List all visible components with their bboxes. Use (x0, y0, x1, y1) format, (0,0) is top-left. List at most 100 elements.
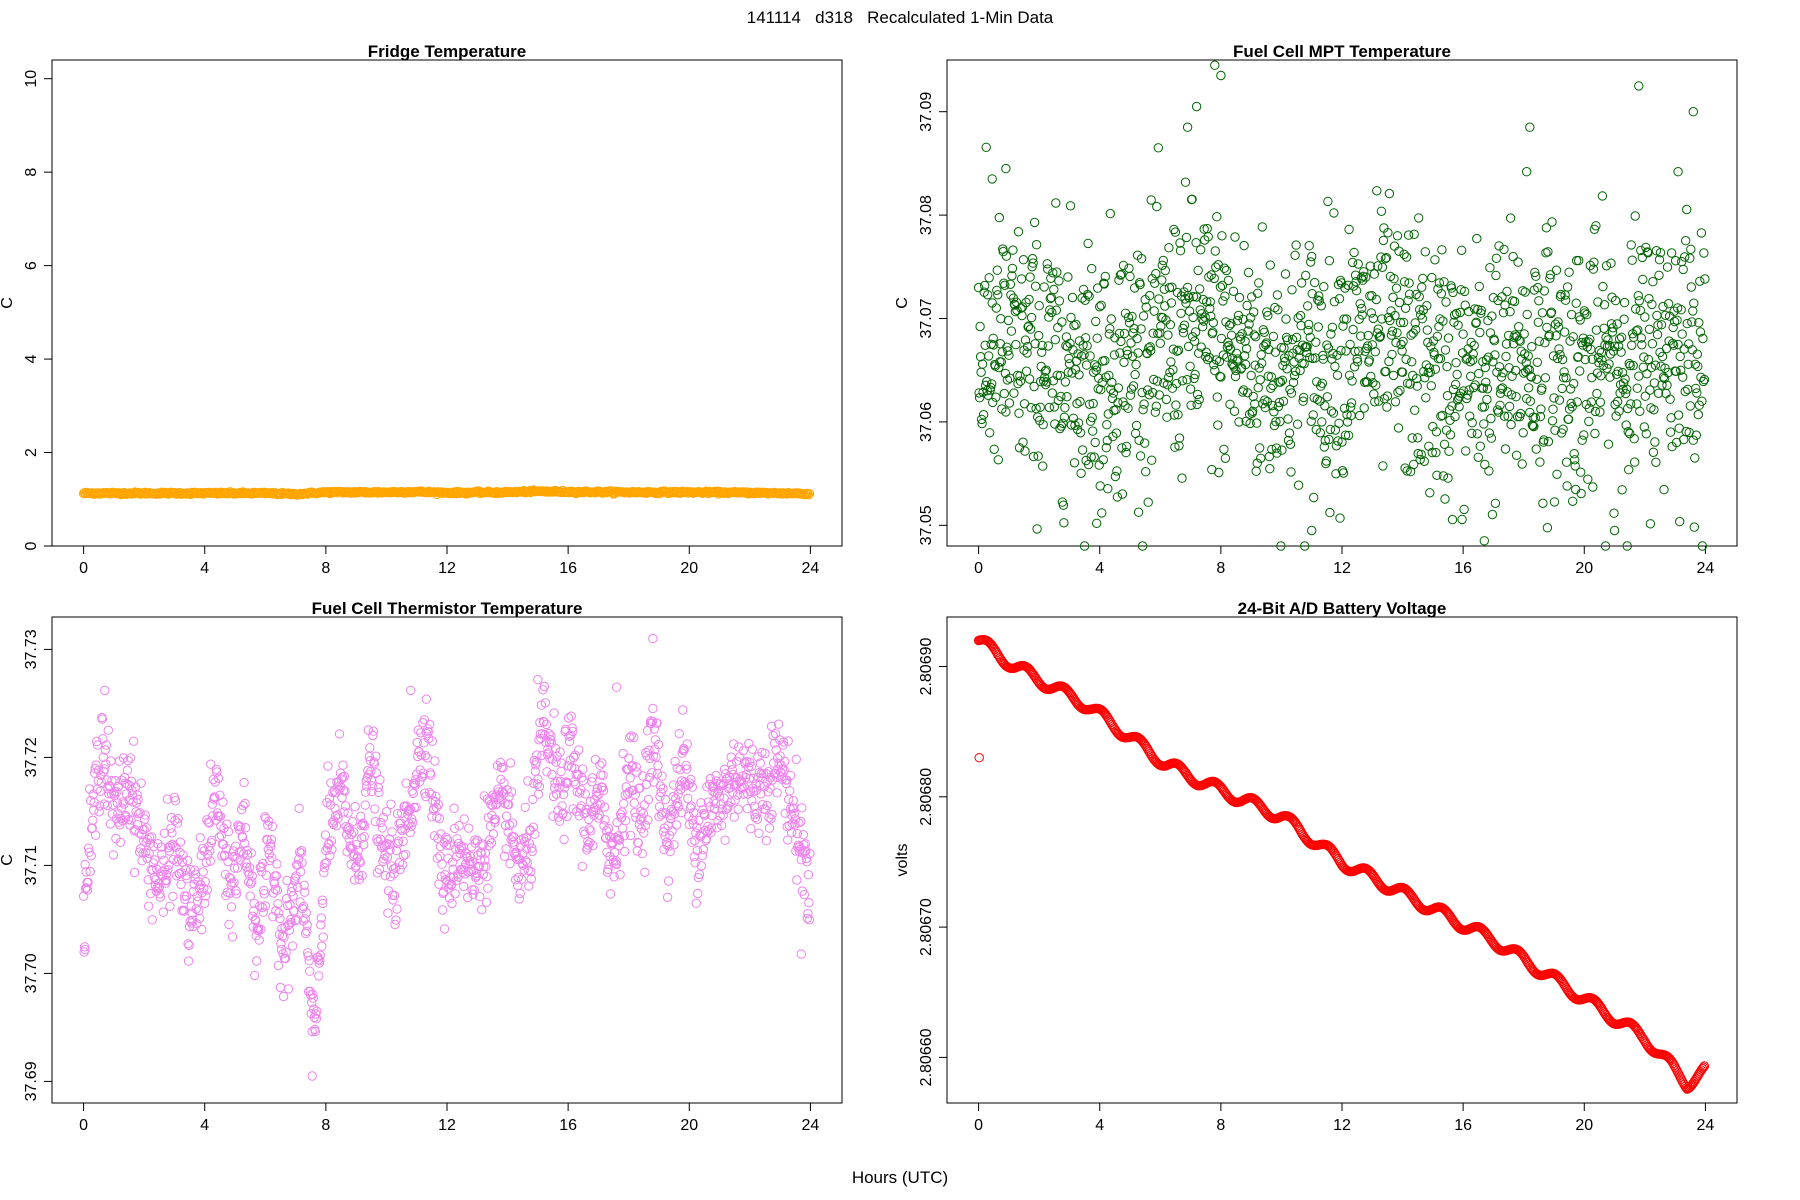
data-point (1248, 391, 1258, 402)
data-point (432, 812, 442, 822)
data-point (310, 1026, 320, 1037)
data-point (444, 893, 455, 903)
data-series (973, 635, 1710, 1094)
data-point (422, 729, 432, 739)
data-point (1488, 357, 1498, 367)
data-point (1440, 494, 1450, 504)
data-point (766, 721, 777, 731)
data-point (1180, 177, 1191, 187)
data-point (1226, 330, 1237, 340)
data-point (1399, 249, 1409, 260)
data-point (1636, 333, 1647, 343)
data-point (1190, 327, 1201, 337)
data-point (761, 836, 772, 846)
data-point (1196, 245, 1206, 255)
data-point (658, 784, 668, 794)
data-point (537, 750, 547, 761)
data-point (1501, 339, 1512, 349)
data-point (568, 726, 578, 737)
data-point (1254, 278, 1264, 288)
data-point (1009, 388, 1019, 398)
data-point (442, 835, 453, 845)
data-point (1158, 313, 1168, 323)
data-point (252, 956, 262, 966)
data-point (1157, 260, 1168, 270)
data-point (756, 789, 766, 799)
data-point (132, 790, 142, 800)
data-point (1699, 374, 1710, 385)
data-point (1678, 264, 1688, 275)
data-point (1314, 291, 1324, 301)
data-point (1102, 420, 1112, 430)
data-point (407, 814, 417, 824)
data-point (1637, 252, 1648, 263)
data-point (1087, 412, 1097, 423)
data-point (1272, 448, 1282, 458)
data-point (231, 886, 241, 896)
data-point (605, 889, 616, 899)
data-point (1437, 410, 1448, 421)
data-point (484, 795, 495, 805)
data-point (746, 824, 756, 834)
data-point (490, 814, 501, 825)
data-point (1056, 391, 1066, 402)
data-point (1136, 254, 1147, 264)
data-point (1410, 318, 1420, 328)
data-point (1147, 274, 1157, 284)
data-point (802, 913, 813, 923)
data-point (1390, 397, 1401, 407)
data-point (1205, 303, 1215, 314)
data-point (359, 832, 369, 842)
data-point (1588, 264, 1599, 274)
data-point (795, 844, 805, 855)
data-point (308, 989, 318, 999)
data-point (626, 731, 636, 741)
data-point (1052, 370, 1063, 380)
x-tick-label: 8 (321, 560, 330, 577)
data-point (1575, 315, 1585, 325)
data-point (1217, 231, 1227, 241)
data-point (1698, 376, 1709, 387)
data-point (198, 867, 208, 877)
data-point (1302, 342, 1312, 352)
data-point (1665, 394, 1675, 404)
data-point (1098, 455, 1109, 465)
data-point (1232, 356, 1242, 366)
data-point (1627, 340, 1637, 350)
data-point (166, 823, 176, 833)
data-point (1204, 352, 1215, 363)
data-point (1268, 331, 1279, 342)
data-point (1324, 256, 1335, 266)
data-point (1668, 340, 1679, 350)
data-point (690, 836, 700, 846)
data-point (1168, 365, 1178, 375)
data-point (640, 820, 651, 831)
data-point (148, 865, 158, 875)
data-point (290, 873, 300, 883)
data-point (212, 767, 222, 777)
data-point (1660, 310, 1671, 320)
data-point (681, 760, 691, 771)
data-point (611, 682, 622, 692)
data-point (1299, 359, 1309, 369)
data-point (1217, 280, 1228, 291)
data-point (1566, 309, 1577, 320)
data-point (307, 1071, 317, 1081)
data-point (250, 970, 260, 981)
data-point (657, 771, 667, 781)
data-point (143, 875, 153, 885)
data-point (416, 750, 426, 760)
data-point (1663, 299, 1674, 309)
data-point (1094, 460, 1104, 470)
data-point (974, 393, 985, 403)
data-point (1397, 346, 1407, 356)
data-point (1069, 458, 1080, 468)
data-point (1639, 422, 1650, 432)
data-point (439, 837, 449, 848)
data-point (1044, 312, 1054, 322)
data-point (1492, 405, 1503, 415)
data-point (1037, 347, 1047, 357)
data-point (419, 738, 429, 748)
data-point (1680, 252, 1690, 262)
